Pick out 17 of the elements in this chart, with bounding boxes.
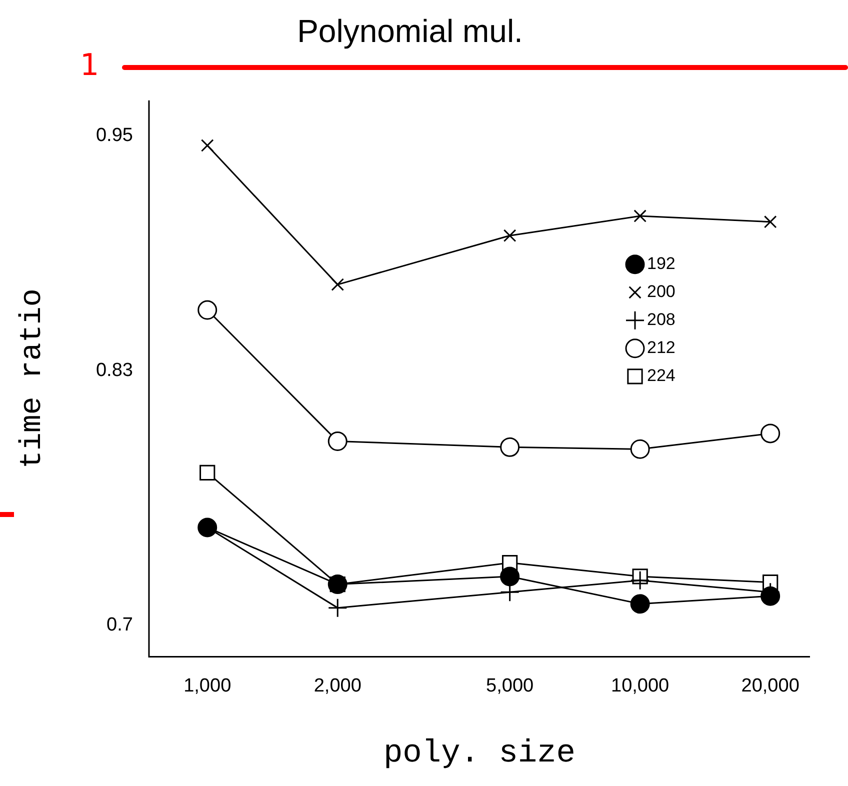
x-tick-label: 5,000 — [486, 675, 534, 696]
legend-label: 212 — [647, 338, 676, 358]
y-tick-label: 0.95 — [96, 124, 133, 146]
y-tick-label: 0.7 — [106, 614, 133, 636]
y-tick-label: 0.83 — [96, 360, 133, 381]
x-tick-label: 20,000 — [741, 675, 800, 696]
chart-title: Polynomial mul. — [297, 13, 523, 50]
x-tick-label: 10,000 — [611, 675, 670, 696]
legend-label: 192 — [647, 254, 676, 274]
legend-label: 200 — [647, 282, 676, 302]
x-axis-title: poly. size — [383, 734, 576, 772]
y-axis-title: time ratio — [16, 288, 50, 469]
text: 1 — [80, 48, 100, 83]
legend-label: 224 — [647, 366, 676, 386]
legend-label: 208 — [647, 310, 676, 330]
x-tick-label: 1,000 — [184, 675, 232, 696]
x-tick-label: 2,000 — [314, 675, 362, 696]
